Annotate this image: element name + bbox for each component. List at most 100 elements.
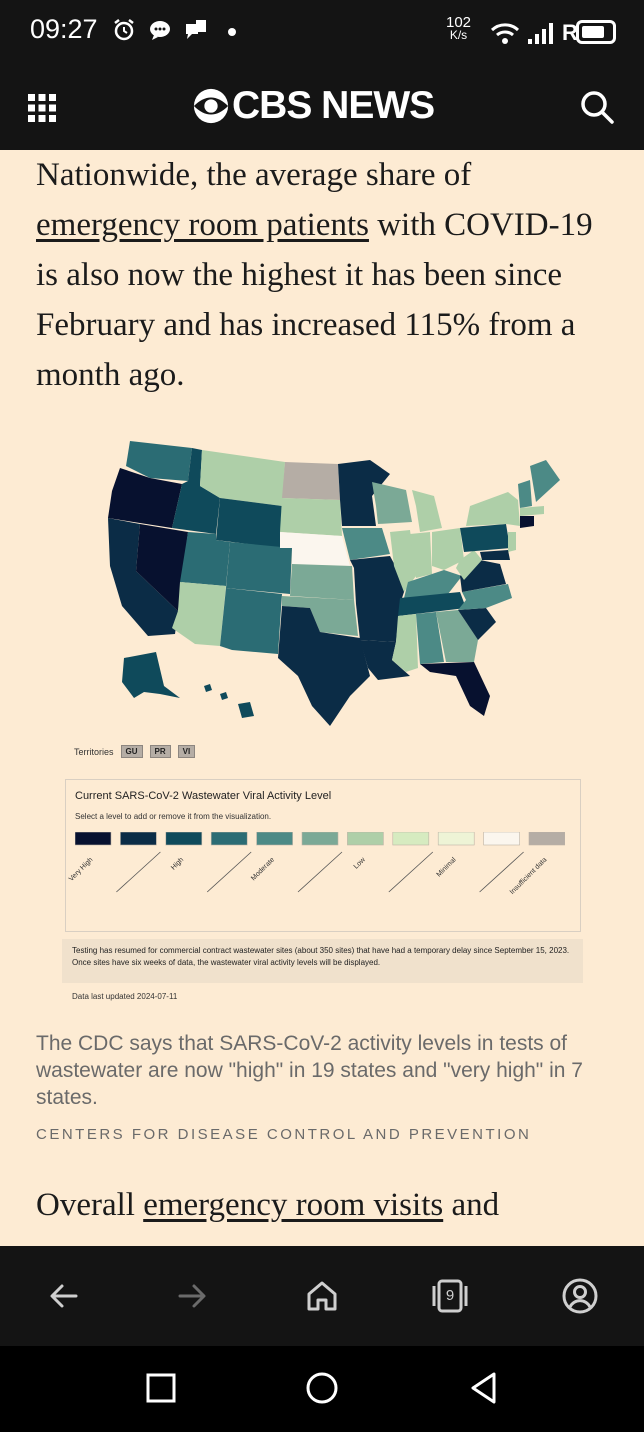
- tabs-icon[interactable]: 9: [430, 1276, 470, 1316]
- legend-level-labels: Very High High Moderate Low Minimal Insuffici…: [68, 851, 549, 896]
- territory-gu[interactable]: GU: [120, 745, 143, 758]
- legend-swatch[interactable]: [437, 832, 475, 846]
- wifi-icon: [490, 23, 520, 44]
- state-wisconsin[interactable]: [372, 482, 412, 524]
- signal-icon: [528, 23, 553, 44]
- legend-subtitle: Select a level to add or remove it from …: [75, 812, 272, 821]
- paragraph-text: Nationwide, the average share of: [36, 157, 472, 193]
- legend-swatch[interactable]: [483, 832, 520, 846]
- state-mississippi[interactable]: [392, 614, 418, 672]
- state-iowa[interactable]: [342, 528, 390, 560]
- wastewater-map-figure: Territories GU PR VI Current SARS-CoV-2 …: [60, 436, 590, 1001]
- state-massachusetts[interactable]: [520, 506, 544, 516]
- paragraph-text: Overall: [36, 1187, 144, 1223]
- legend-swatch[interactable]: [165, 832, 203, 846]
- recents-square-icon[interactable]: [143, 1370, 179, 1406]
- emergency-room-visits-link[interactable]: emergency room visits: [143, 1187, 444, 1223]
- territory-vi[interactable]: VI: [177, 745, 196, 758]
- back-arrow-icon[interactable]: [44, 1276, 84, 1316]
- state-south-carolina[interactable]: [458, 608, 496, 640]
- tabs-count: 9: [445, 1287, 455, 1304]
- state-indiana[interactable]: [410, 532, 432, 578]
- legend-swatch[interactable]: [256, 832, 293, 846]
- battery-icon: [576, 20, 616, 44]
- state-washington[interactable]: [126, 441, 192, 481]
- state-michigan[interactable]: [412, 490, 442, 532]
- legend-level-label: Very High: [68, 856, 94, 882]
- state-south-dakota[interactable]: [280, 498, 342, 536]
- legend-swatch[interactable]: [301, 832, 339, 846]
- state-maryland[interactable]: [480, 550, 510, 560]
- state-tennessee[interactable]: [398, 592, 466, 616]
- forward-arrow-icon[interactable]: [172, 1276, 212, 1316]
- speed-unit: K/s: [449, 28, 468, 42]
- home-icon[interactable]: [302, 1276, 342, 1316]
- legend-swatch[interactable]: [75, 832, 112, 846]
- state-nebraska[interactable]: [280, 532, 350, 566]
- grid-menu-icon[interactable]: [26, 92, 58, 124]
- state-vermont-nh[interactable]: [518, 480, 532, 508]
- state-wyoming[interactable]: [216, 498, 282, 548]
- legend-swatch[interactable]: [528, 832, 565, 846]
- legend-swatch[interactable]: [392, 832, 430, 846]
- state-arizona[interactable]: [172, 582, 226, 646]
- home-circle-icon[interactable]: [304, 1370, 340, 1406]
- article-paragraph: Nationwide, the average share of emergen…: [36, 150, 611, 400]
- state-louisiana[interactable]: [360, 640, 410, 680]
- legend-divider-line: [479, 851, 524, 893]
- state-ohio[interactable]: [432, 528, 464, 570]
- signal-group: R: [490, 20, 578, 46]
- state-maine[interactable]: [530, 460, 560, 502]
- state-alabama[interactable]: [416, 612, 444, 664]
- legend-level-label: Minimal: [436, 856, 458, 878]
- state-alaska[interactable]: [122, 652, 180, 698]
- state-colorado[interactable]: [226, 542, 292, 594]
- legend-swatch[interactable]: [347, 832, 384, 846]
- legend-level-label: Insufficient data: [509, 856, 549, 896]
- state-california[interactable]: [108, 518, 178, 636]
- state-hawaii[interactable]: [204, 684, 254, 718]
- state-montana[interactable]: [200, 450, 285, 506]
- legend-divider-line: [116, 851, 161, 893]
- state-oklahoma[interactable]: [282, 596, 358, 636]
- message-icon: [184, 18, 208, 42]
- legend-swatch[interactable]: [120, 832, 157, 846]
- state-north-dakota[interactable]: [282, 462, 340, 500]
- state-kansas[interactable]: [290, 564, 354, 600]
- activity-level-legend: Current SARS-CoV-2 Wastewater Viral Acti…: [65, 779, 581, 932]
- state-oregon[interactable]: [108, 468, 182, 528]
- profile-icon[interactable]: [560, 1276, 600, 1316]
- paragraph-text: with COVID-19 is also now the highest it…: [36, 207, 593, 393]
- logo-text: CBS NEWS: [232, 84, 435, 127]
- territory-pr[interactable]: PR: [149, 745, 171, 758]
- legend-divider-line: [388, 851, 434, 893]
- state-kentucky[interactable]: [404, 570, 462, 598]
- state-new-york[interactable]: [466, 492, 520, 526]
- emergency-room-patients-link[interactable]: emergency room patients: [36, 207, 369, 243]
- back-triangle-icon[interactable]: [466, 1370, 502, 1406]
- state-florida[interactable]: [420, 662, 490, 716]
- state-nevada[interactable]: [136, 524, 188, 611]
- chat-icon: [148, 18, 172, 42]
- state-minnesota[interactable]: [338, 460, 390, 526]
- state-arkansas[interactable]: [356, 604, 400, 642]
- state-connecticut[interactable]: [520, 516, 534, 528]
- state-georgia[interactable]: [436, 610, 478, 662]
- state-idaho[interactable]: [172, 448, 220, 534]
- state-new-jersey[interactable]: [508, 532, 516, 552]
- state-north-carolina[interactable]: [458, 584, 512, 610]
- figure-credit: CENTERS FOR DISEASE CONTROL AND PREVENTI…: [36, 1126, 532, 1143]
- testing-notice: Testing has resumed for commercial contr…: [62, 939, 583, 983]
- legend-swatch[interactable]: [210, 832, 248, 846]
- state-missouri[interactable]: [350, 556, 406, 604]
- alarm-icon: [112, 18, 136, 42]
- state-texas[interactable]: [278, 606, 370, 726]
- state-west-virginia[interactable]: [456, 550, 482, 580]
- state-utah[interactable]: [180, 532, 230, 586]
- legend-divider-line: [297, 851, 343, 893]
- search-icon[interactable]: [578, 88, 616, 126]
- cbs-news-logo[interactable]: CBS NEWS: [192, 84, 435, 128]
- state-illinois[interactable]: [390, 530, 416, 592]
- state-pennsylvania[interactable]: [460, 524, 510, 552]
- state-new-mexico[interactable]: [220, 588, 282, 654]
